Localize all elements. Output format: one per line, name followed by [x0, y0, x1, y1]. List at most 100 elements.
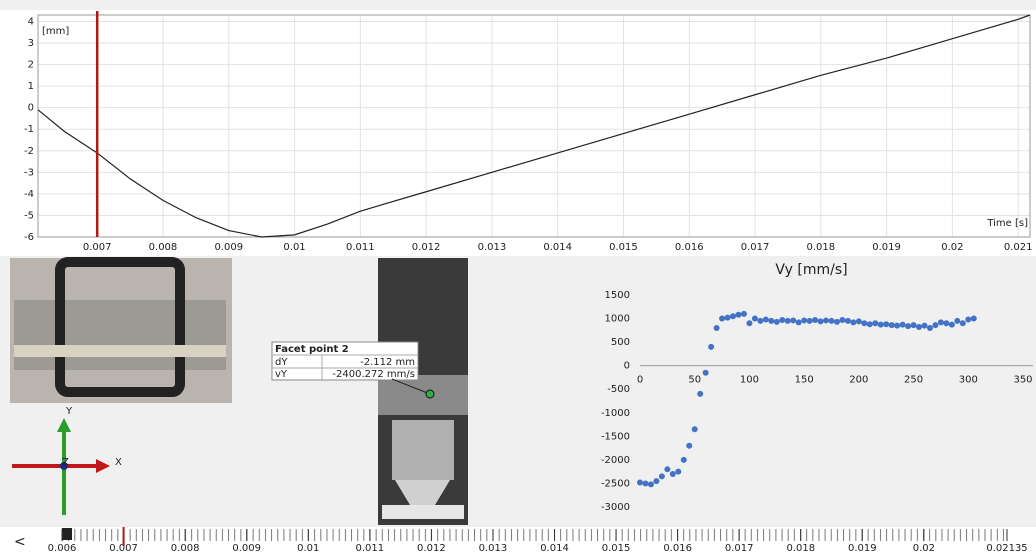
x-tick-label: 0.02: [941, 242, 963, 253]
data-point: [818, 318, 824, 324]
y-tick-label: 1000: [605, 314, 630, 325]
y-tick-label: 0: [28, 103, 34, 114]
y-tick-label: -500: [607, 384, 630, 395]
tick-label: 0.014: [540, 543, 569, 554]
data-point: [867, 321, 873, 327]
data-point: [834, 319, 840, 325]
data-point: [812, 317, 818, 323]
data-point: [954, 318, 960, 324]
data-point: [916, 324, 922, 330]
data-point: [938, 319, 944, 325]
tick-label: 0.006: [48, 543, 77, 554]
x-tick-label: 0.012: [412, 242, 441, 253]
data-point: [850, 319, 856, 325]
tick-label: 0.02: [913, 543, 935, 554]
x-tick-label: 0.011: [346, 242, 375, 253]
data-point: [670, 471, 676, 477]
y-tick-label: -1: [24, 124, 34, 135]
data-point: [703, 370, 709, 376]
y-tick-label: -5: [24, 210, 34, 221]
data-point: [829, 318, 835, 324]
x-tick-label: 0.016: [675, 242, 704, 253]
tick-label: 0.01: [297, 543, 319, 554]
data-point: [878, 322, 884, 328]
y-tick-label: 1: [28, 81, 34, 92]
data-point: [971, 316, 977, 322]
y-tick-label: -1000: [601, 408, 630, 419]
play-marker[interactable]: [62, 528, 72, 540]
data-point: [823, 317, 829, 323]
data-point: [790, 317, 796, 323]
axes-gizmo: Y Z X: [12, 406, 122, 515]
x-tick-label: 0.015: [609, 242, 638, 253]
x-tick-label: 200: [849, 375, 868, 386]
data-point: [741, 311, 747, 317]
tick-label: 0.016: [663, 543, 692, 554]
y-tick-label: -2500: [601, 478, 630, 489]
data-point: [681, 457, 687, 463]
x-tick-label: 0.021: [1004, 242, 1033, 253]
data-point: [763, 316, 769, 322]
data-point: [697, 391, 703, 397]
data-point: [653, 478, 659, 484]
data-point: [839, 317, 845, 323]
data-point: [965, 316, 971, 322]
x-tick-label: 100: [740, 375, 759, 386]
data-point: [730, 313, 736, 319]
facet-key: vY: [275, 369, 288, 380]
data-point: [932, 322, 938, 328]
x-tick-label: 0.01: [283, 242, 305, 253]
data-point: [725, 315, 731, 321]
x-tick-label: 250: [904, 375, 923, 386]
axis-label: Z: [62, 457, 69, 468]
y-tick-label: -3000: [601, 502, 630, 513]
data-point: [845, 318, 851, 324]
minor-ticks: [62, 529, 1007, 541]
x-tick-label: 300: [959, 375, 978, 386]
y-tick-label: 500: [611, 337, 630, 348]
axis-label: X: [115, 457, 122, 468]
x-tick-label: 0.014: [543, 242, 572, 253]
facet-value: -2400.272 mm/s: [332, 369, 415, 380]
chart-title: Vy [mm/s]: [775, 262, 847, 278]
tick-label: 0.013: [479, 543, 508, 554]
y-tick-label: -1500: [601, 431, 630, 442]
data-point: [659, 473, 665, 479]
x-tick-label: 0.018: [806, 242, 835, 253]
tick-label: 0.02135: [986, 543, 1027, 554]
tick-label: 0.015: [602, 543, 631, 554]
data-point: [807, 318, 813, 324]
x-tick-label: 150: [795, 375, 814, 386]
y-tick-label: 1500: [605, 290, 630, 301]
data-point: [943, 320, 949, 326]
data-point: [719, 316, 725, 322]
data-point: [889, 322, 895, 328]
y-tick-label: 3: [28, 38, 34, 49]
tick-label: 0.019: [848, 543, 877, 554]
x-tick-label: 350: [1013, 375, 1032, 386]
data-point: [675, 469, 681, 475]
tick-label: 0.012: [417, 543, 446, 554]
y-tick-label: 4: [28, 16, 34, 27]
data-point: [714, 325, 720, 331]
y-tick-label: -4: [24, 189, 34, 200]
data-point: [894, 323, 900, 329]
data-point: [927, 325, 933, 331]
data-point: [664, 466, 670, 472]
data-point: [922, 323, 928, 329]
y-axis-label: [mm]: [42, 26, 69, 37]
y-tick-label: -6: [24, 232, 34, 243]
back-button[interactable]: <: [14, 534, 26, 550]
y-tick-label: 2: [28, 60, 34, 71]
data-point: [735, 312, 741, 318]
x-axis-label: Time [s]: [986, 218, 1028, 229]
x-tick-label: 0.013: [478, 242, 507, 253]
screen: -6-5-4-3-2-1012340.0070.0080.0090.010.01…: [0, 0, 1036, 554]
data-point: [637, 480, 643, 486]
x-tick-label: 0.008: [149, 242, 178, 253]
data-point: [746, 320, 752, 326]
data-point: [692, 426, 698, 432]
data-point: [900, 322, 906, 328]
x-tick-label: 50: [688, 375, 701, 386]
data-point: [686, 443, 692, 449]
